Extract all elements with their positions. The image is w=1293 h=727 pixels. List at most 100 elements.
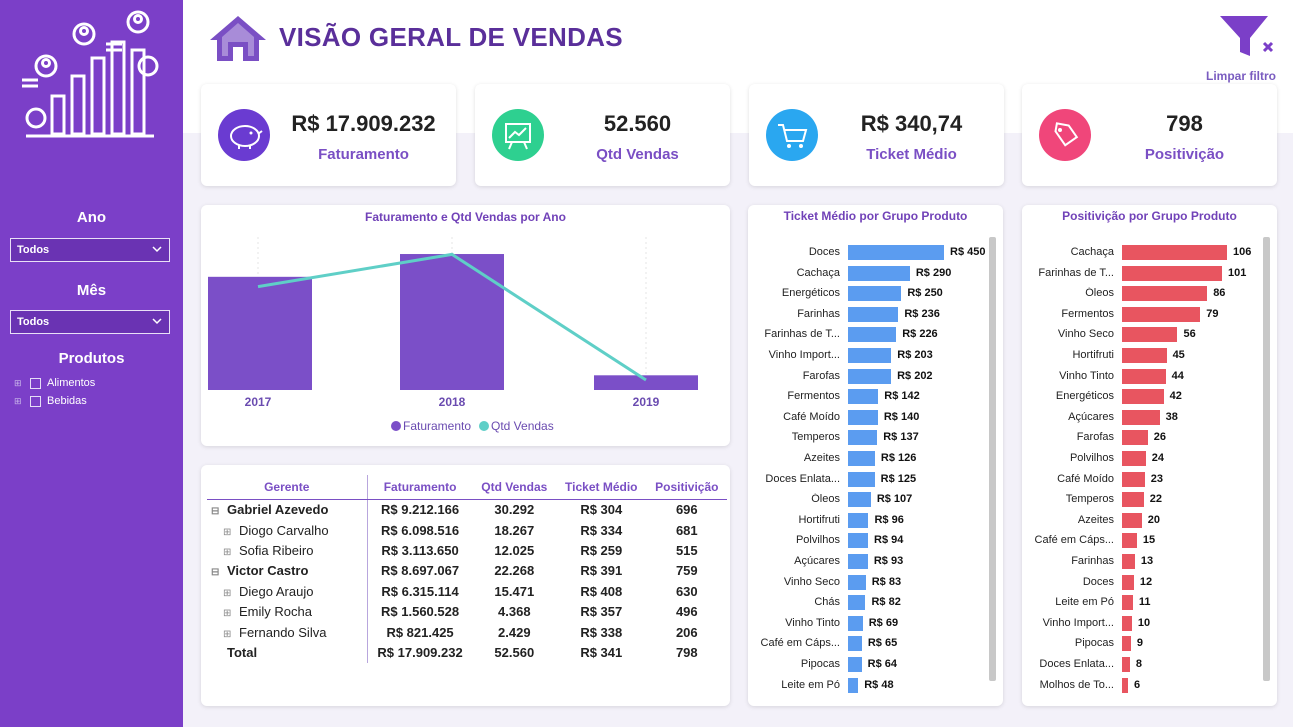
bar-row[interactable]: Temperos 22 bbox=[1022, 490, 1257, 510]
bar[interactable] bbox=[1122, 430, 1148, 446]
mes-dropdown[interactable]: Todos bbox=[10, 310, 170, 334]
bar-row[interactable]: Hortifruti R$ 96 bbox=[748, 511, 983, 531]
bar[interactable] bbox=[848, 554, 868, 569]
bar-row[interactable]: Temperos R$ 137 bbox=[748, 428, 983, 448]
bar-row[interactable]: Molhos de To... 6 bbox=[1022, 676, 1257, 696]
ano-dropdown[interactable]: Todos bbox=[10, 238, 170, 262]
bar[interactable] bbox=[1122, 512, 1142, 528]
bar-row[interactable]: Café em Cáps... R$ 65 bbox=[748, 634, 983, 654]
bar-row[interactable]: Fermentos R$ 142 bbox=[748, 387, 983, 407]
bar[interactable] bbox=[1122, 554, 1135, 569]
bar-row[interactable]: Doces R$ 450 bbox=[748, 243, 985, 263]
bar[interactable] bbox=[848, 409, 878, 425]
bar[interactable] bbox=[848, 512, 869, 528]
bar[interactable] bbox=[848, 451, 875, 466]
bar[interactable] bbox=[1122, 348, 1167, 363]
collapse-icon[interactable]: ⊟ bbox=[211, 506, 220, 518]
bar-row[interactable]: Óleos 86 bbox=[1022, 284, 1257, 304]
bar[interactable] bbox=[848, 389, 879, 405]
bar[interactable] bbox=[848, 533, 869, 549]
bar-row[interactable]: Açúcares R$ 93 bbox=[748, 552, 983, 572]
bar-row[interactable]: Hortifruti 45 bbox=[1022, 346, 1257, 366]
bar-row[interactable]: Vinho Seco R$ 83 bbox=[748, 573, 983, 593]
produto-alimentos[interactable]: ⊞ Alimentos bbox=[14, 377, 95, 389]
bar-row[interactable]: Vinho Tinto 44 bbox=[1022, 367, 1257, 387]
expand-icon[interactable]: ⊞ bbox=[223, 526, 232, 538]
bar[interactable] bbox=[1122, 615, 1132, 631]
bar[interactable] bbox=[1122, 451, 1146, 466]
faturamento-bar[interactable] bbox=[400, 254, 504, 390]
bar-row[interactable]: Polvilhos R$ 94 bbox=[748, 531, 983, 551]
bar[interactable] bbox=[848, 430, 878, 446]
collapse-icon[interactable]: ⊟ bbox=[211, 567, 220, 579]
bar-row[interactable]: Energéticos 42 bbox=[1022, 387, 1257, 407]
produto-bebidas[interactable]: ⊞ Bebidas bbox=[14, 395, 87, 407]
bar[interactable] bbox=[1122, 636, 1131, 652]
bar-row[interactable]: Farinhas R$ 236 bbox=[748, 305, 983, 325]
col-header-gerente[interactable]: Gerente bbox=[207, 475, 368, 500]
legend-label[interactable]: Faturamento bbox=[403, 419, 471, 433]
bar-row[interactable]: Açúcares 38 bbox=[1022, 408, 1257, 428]
col-header-ticket-medio[interactable]: Ticket Médio bbox=[555, 475, 647, 500]
faturamento-bar[interactable] bbox=[594, 375, 698, 390]
bar-row[interactable]: Vinho Tinto R$ 69 bbox=[748, 614, 983, 634]
expand-icon[interactable]: ⊞ bbox=[223, 608, 232, 620]
bar[interactable] bbox=[1122, 389, 1164, 405]
faturamento-bar[interactable] bbox=[208, 276, 312, 390]
bar[interactable] bbox=[1122, 368, 1166, 384]
bar[interactable] bbox=[1122, 306, 1201, 322]
bar-row[interactable]: Azeites 20 bbox=[1022, 511, 1257, 531]
legend-label[interactable]: Qtd Vendas bbox=[491, 419, 554, 433]
bar-row[interactable]: Vinho Import... 10 bbox=[1022, 614, 1257, 634]
qtd-vendas-line[interactable] bbox=[257, 252, 647, 382]
expand-icon[interactable]: ⊞ bbox=[223, 546, 232, 558]
expand-icon[interactable]: ⊞ bbox=[14, 395, 22, 406]
expand-icon[interactable]: ⊞ bbox=[223, 587, 232, 599]
table-row[interactable]: ⊞ Emily Rocha R$ 1.560.528 4.368 R$ 357 4… bbox=[207, 601, 727, 622]
bar-row[interactable]: Óleos R$ 107 bbox=[748, 490, 983, 510]
bar-row[interactable]: Pipocas 9 bbox=[1022, 634, 1257, 654]
col-header-positivicao[interactable]: Positivição bbox=[646, 475, 727, 500]
bar-row[interactable]: Leite em Pó R$ 48 bbox=[748, 676, 983, 696]
bar[interactable] bbox=[848, 574, 866, 590]
bar[interactable] bbox=[1122, 533, 1137, 549]
bar-row[interactable]: Doces 12 bbox=[1022, 573, 1257, 593]
checkbox[interactable] bbox=[30, 377, 41, 389]
checkbox[interactable] bbox=[30, 395, 41, 407]
expand-icon[interactable]: ⊞ bbox=[223, 628, 232, 640]
bar[interactable] bbox=[1122, 595, 1133, 611]
bar-row[interactable]: Azeites R$ 126 bbox=[748, 449, 983, 469]
table-row[interactable]: ⊟ Victor Castro R$ 8.697.067 22.268 R$ 39… bbox=[207, 560, 727, 582]
bar[interactable] bbox=[848, 615, 863, 631]
bar[interactable] bbox=[848, 492, 871, 508]
bar[interactable] bbox=[1122, 574, 1134, 590]
table-row[interactable]: ⊞ Sofia Ribeiro R$ 3.113.650 12.025 R$ 25… bbox=[207, 540, 727, 561]
bar[interactable] bbox=[848, 265, 910, 281]
bar[interactable] bbox=[848, 636, 862, 652]
bar[interactable] bbox=[1122, 677, 1128, 693]
bar-row[interactable]: Fermentos 79 bbox=[1022, 305, 1257, 325]
bar[interactable] bbox=[848, 245, 944, 260]
bar-row[interactable]: Leite em Pó 11 bbox=[1022, 593, 1257, 613]
bar[interactable] bbox=[848, 286, 902, 302]
bar-row[interactable]: Farinhas de T... 101 bbox=[1022, 264, 1257, 284]
bar-row[interactable]: Farofas R$ 202 bbox=[748, 367, 983, 387]
bar[interactable] bbox=[848, 471, 875, 487]
bar[interactable] bbox=[1122, 409, 1160, 425]
expand-icon[interactable]: ⊞ bbox=[14, 377, 22, 388]
col-header-qtd-vendas[interactable]: Qtd Vendas bbox=[472, 475, 556, 500]
bar-row[interactable]: Doces Enlata... 8 bbox=[1022, 655, 1257, 675]
bar-row[interactable]: Energéticos R$ 250 bbox=[748, 284, 983, 304]
bar-row[interactable]: Pipocas R$ 64 bbox=[748, 655, 983, 675]
table-row[interactable]: ⊞ Diego Araujo R$ 6.315.114 15.471 R$ 408… bbox=[207, 581, 727, 602]
home-icon[interactable] bbox=[208, 14, 268, 64]
bar-row[interactable]: Café Moído R$ 140 bbox=[748, 408, 983, 428]
bar[interactable] bbox=[848, 657, 862, 672]
bar-row[interactable]: Vinho Seco 56 bbox=[1022, 325, 1257, 345]
bar[interactable] bbox=[1122, 471, 1145, 487]
scrollbar[interactable] bbox=[1263, 237, 1270, 681]
bar-row[interactable]: Polvilhos 24 bbox=[1022, 449, 1257, 469]
bar-row[interactable]: Vinho Import... R$ 203 bbox=[748, 346, 983, 366]
bar[interactable] bbox=[848, 677, 859, 693]
bar-row[interactable]: Chás R$ 82 bbox=[748, 593, 983, 613]
